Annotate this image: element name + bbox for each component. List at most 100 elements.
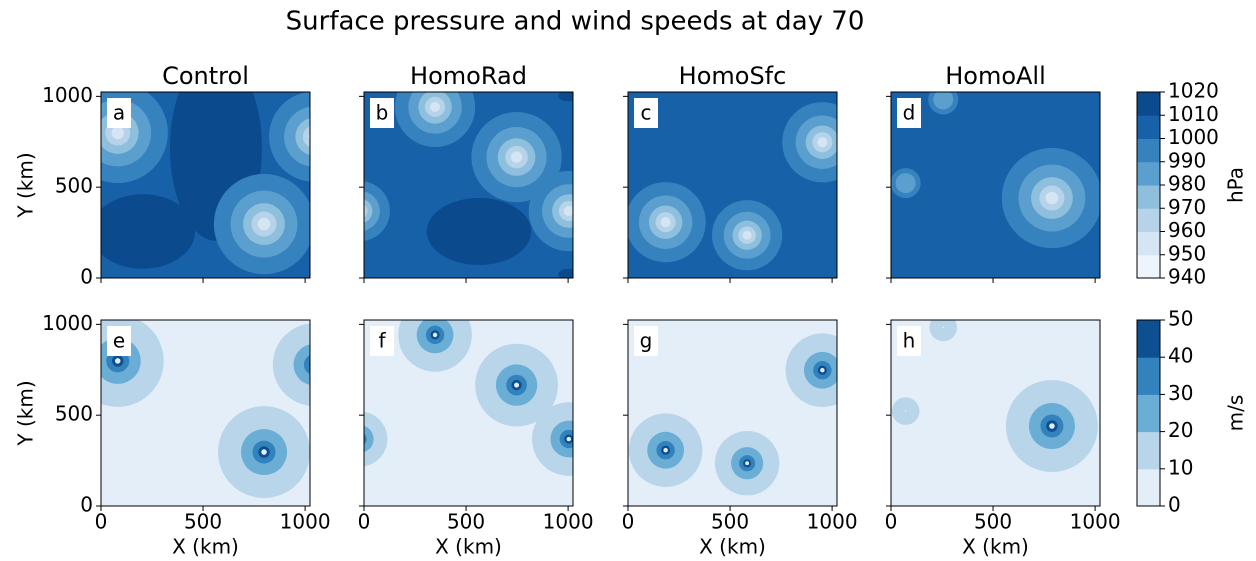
field xyxy=(356,320,573,506)
x-tick-label: 0 xyxy=(358,510,371,534)
colorbar-band xyxy=(1137,394,1160,433)
x-tick-label: 500 xyxy=(974,510,1012,534)
wind-ring xyxy=(820,368,825,373)
wind-ring xyxy=(1049,423,1055,429)
colorbar-band xyxy=(1137,185,1160,209)
x-axis-label: X (km) xyxy=(435,535,502,559)
x-tick-label: 1000 xyxy=(1070,510,1121,534)
colorbar-band xyxy=(1137,468,1160,507)
panel-letter: c xyxy=(641,101,652,125)
panel-letter: e xyxy=(113,329,125,353)
figure-title: Surface pressure and wind speeds at day … xyxy=(286,7,865,37)
column-title: HomoRad xyxy=(410,62,527,90)
panel-letter: f xyxy=(378,329,386,353)
panel-letter-box xyxy=(634,326,658,356)
low-pressure xyxy=(257,217,271,231)
low-pressure xyxy=(111,126,124,140)
panel-frame xyxy=(627,319,838,507)
y-tick-label: 500 xyxy=(55,402,93,426)
panel-frame xyxy=(100,319,311,507)
panel-letter: g xyxy=(640,329,653,353)
x-tick-label: 500 xyxy=(184,510,222,534)
x-tick-label: 1000 xyxy=(807,510,858,534)
low-pressure xyxy=(742,230,752,240)
column-title: Control xyxy=(162,62,249,90)
colorbar-label: hPa xyxy=(1224,167,1248,203)
wind-ring xyxy=(364,433,367,445)
wind-ring xyxy=(293,344,310,385)
low-pressure xyxy=(660,217,671,228)
y-tick-label: 1000 xyxy=(42,311,93,335)
y-axis-label: Y (km) xyxy=(14,380,38,446)
low-pressure xyxy=(284,106,310,167)
high-pressure xyxy=(558,92,573,102)
colorbar-tick-label: 0 xyxy=(1168,493,1181,517)
colorbar-tick-label: 990 xyxy=(1168,148,1206,172)
wind-ring xyxy=(364,425,374,453)
wind-ring xyxy=(356,436,363,443)
colorbar-tick-label: 970 xyxy=(1168,195,1206,219)
low-pressure xyxy=(1045,191,1059,205)
y-tick-label: 1000 xyxy=(42,83,93,107)
field xyxy=(356,92,573,278)
x-tick-label: 0 xyxy=(95,510,108,534)
panel-letter-box xyxy=(897,326,921,356)
colorbar-tick-label: 940 xyxy=(1168,265,1206,289)
low-pressure xyxy=(356,207,364,215)
field xyxy=(628,320,837,506)
colorbar-band xyxy=(1137,231,1160,256)
panel-letter-box xyxy=(897,98,921,128)
panel-frame xyxy=(363,319,574,507)
panel-frame xyxy=(363,91,574,279)
colorbar-tick-label: 1020 xyxy=(1168,79,1219,103)
low-pressure xyxy=(269,92,310,182)
colorbar-tick-label: 30 xyxy=(1168,381,1193,405)
colorbar-frame xyxy=(1136,319,1161,507)
colorbar-band xyxy=(1137,431,1160,470)
wind-ring xyxy=(929,320,958,342)
x-tick-label: 500 xyxy=(711,510,749,534)
low-pressure xyxy=(563,206,573,217)
x-axis-label: X (km) xyxy=(699,535,766,559)
colorbar-band xyxy=(1137,320,1160,358)
panel-letter-box xyxy=(107,326,131,356)
panel-frame xyxy=(100,91,311,279)
colorbar-tick-label: 40 xyxy=(1168,344,1193,368)
field xyxy=(628,92,837,278)
x-axis-label: X (km) xyxy=(172,535,239,559)
wind-ring xyxy=(309,361,310,368)
wind-ring xyxy=(942,326,945,329)
low-pressure xyxy=(510,151,523,163)
y-tick-label: 0 xyxy=(80,265,93,289)
wind-ring xyxy=(312,362,317,367)
y-tick-label: 500 xyxy=(55,174,93,198)
panel-letter: h xyxy=(903,329,916,353)
panel-letter-box xyxy=(370,98,394,128)
panel-frame xyxy=(627,91,838,279)
panel-frame xyxy=(890,319,1101,507)
wind-ring xyxy=(514,382,520,388)
wind-ring xyxy=(566,436,572,442)
low-pressure xyxy=(302,126,310,148)
colorbar-tick-label: 20 xyxy=(1168,418,1193,442)
colorbar-label: m/s xyxy=(1224,395,1248,432)
panel-frame xyxy=(890,91,1101,279)
panel-letter: a xyxy=(113,101,125,125)
field xyxy=(101,92,310,278)
x-tick-label: 0 xyxy=(885,510,898,534)
high-pressure xyxy=(558,268,573,278)
panel-letter-box xyxy=(370,326,394,356)
panel-letter: d xyxy=(903,101,916,125)
field xyxy=(891,92,1100,278)
column-title: HomoAll xyxy=(945,62,1046,90)
colorbar-band xyxy=(1137,92,1160,116)
y-axis-label: Y (km) xyxy=(14,152,38,218)
x-tick-label: 500 xyxy=(447,510,485,534)
colorbar-tick-label: 10 xyxy=(1168,455,1193,479)
x-tick-label: 1000 xyxy=(280,510,331,534)
low-pressure xyxy=(364,204,368,218)
low-pressure xyxy=(895,173,916,194)
field xyxy=(891,320,1100,506)
colorbar-band xyxy=(1137,161,1160,186)
